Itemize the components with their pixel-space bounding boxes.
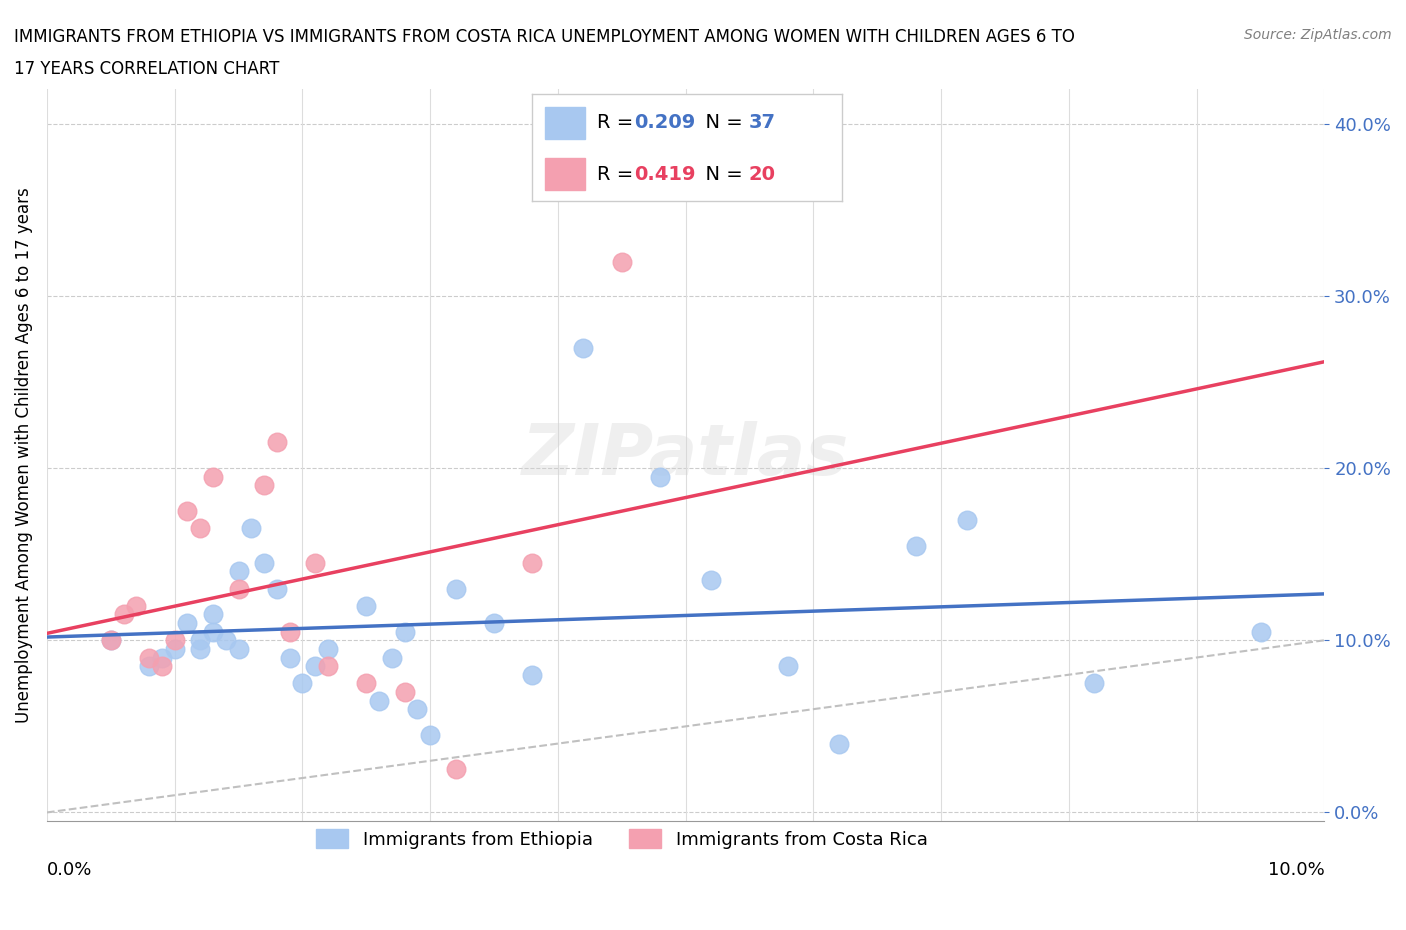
FancyBboxPatch shape — [544, 107, 585, 139]
Point — [522, 668, 544, 683]
Point — [228, 581, 250, 596]
Point — [291, 676, 314, 691]
Point — [163, 642, 186, 657]
Text: IMMIGRANTS FROM ETHIOPIA VS IMMIGRANTS FROM COSTA RICA UNEMPLOYMENT AMONG WOMEN : IMMIGRANTS FROM ETHIOPIA VS IMMIGRANTS F… — [14, 28, 1076, 46]
Text: 0.0%: 0.0% — [46, 860, 93, 879]
Point — [266, 581, 288, 596]
Text: 0.419: 0.419 — [634, 165, 696, 184]
Point — [316, 642, 339, 657]
Point — [406, 702, 429, 717]
Point — [1083, 676, 1105, 691]
Point — [138, 650, 160, 665]
Point — [138, 658, 160, 673]
Point — [444, 581, 467, 596]
Point — [1250, 624, 1272, 639]
Point — [368, 693, 391, 708]
Text: 37: 37 — [749, 113, 776, 132]
Text: R =: R = — [598, 113, 640, 132]
Point — [381, 650, 404, 665]
Text: R =: R = — [598, 165, 640, 184]
Point — [278, 650, 301, 665]
Point — [150, 650, 173, 665]
Point — [253, 478, 276, 493]
Point — [201, 470, 224, 485]
Point — [776, 658, 799, 673]
Point — [304, 555, 326, 570]
Point — [112, 607, 135, 622]
Y-axis label: Unemployment Among Women with Children Ages 6 to 17 years: Unemployment Among Women with Children A… — [15, 187, 32, 724]
Point — [125, 598, 148, 613]
Point — [648, 470, 671, 485]
Point — [444, 762, 467, 777]
Point — [188, 521, 211, 536]
Text: Source: ZipAtlas.com: Source: ZipAtlas.com — [1244, 28, 1392, 42]
Point — [316, 658, 339, 673]
Point — [201, 624, 224, 639]
Point — [956, 512, 979, 527]
Text: N =: N = — [693, 113, 749, 132]
Point — [240, 521, 263, 536]
Point — [228, 642, 250, 657]
Point — [100, 632, 122, 647]
Point — [150, 658, 173, 673]
Point — [522, 555, 544, 570]
Point — [700, 573, 723, 588]
Point — [572, 340, 595, 355]
Point — [610, 254, 633, 269]
Point — [215, 632, 238, 647]
Point — [482, 616, 505, 631]
Point — [228, 564, 250, 578]
Point — [904, 538, 927, 553]
Point — [253, 555, 276, 570]
Legend: Immigrants from Ethiopia, Immigrants from Costa Rica: Immigrants from Ethiopia, Immigrants fro… — [308, 822, 935, 856]
Text: ZIPatlas: ZIPatlas — [522, 420, 849, 490]
Point — [176, 504, 198, 519]
Point — [394, 684, 416, 699]
Point — [188, 642, 211, 657]
Point — [176, 616, 198, 631]
Point — [188, 632, 211, 647]
Text: 20: 20 — [749, 165, 776, 184]
Point — [828, 737, 851, 751]
Point — [356, 676, 378, 691]
Text: 17 YEARS CORRELATION CHART: 17 YEARS CORRELATION CHART — [14, 60, 280, 78]
FancyBboxPatch shape — [544, 158, 585, 191]
Text: N =: N = — [693, 165, 749, 184]
Point — [304, 658, 326, 673]
Point — [201, 607, 224, 622]
Text: 10.0%: 10.0% — [1268, 860, 1324, 879]
Point — [100, 632, 122, 647]
Point — [163, 632, 186, 647]
Point — [278, 624, 301, 639]
Point — [394, 624, 416, 639]
Point — [356, 598, 378, 613]
Point — [266, 435, 288, 450]
Point — [419, 727, 441, 742]
Text: 0.209: 0.209 — [634, 113, 696, 132]
